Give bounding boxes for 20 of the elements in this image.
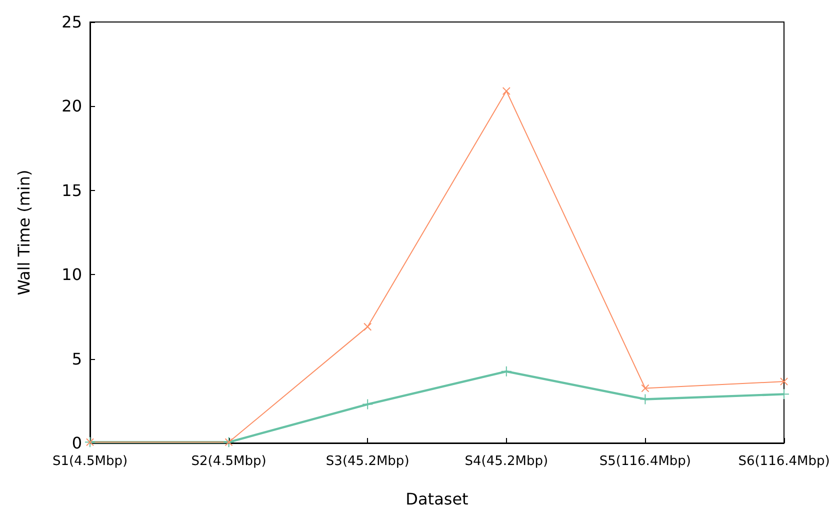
x-tick-label: S1(4.5Mbp): [52, 454, 128, 469]
x-tick-label: S3(45.2Mbp): [326, 454, 410, 469]
y-tick-label: 15: [62, 180, 82, 200]
y-tick-label: 5: [72, 349, 82, 368]
y-tick-label: 10: [62, 265, 82, 284]
y-axis-title: Wall Time (min): [14, 170, 34, 296]
y-tick-label: 0: [72, 434, 82, 452]
point: [780, 378, 788, 386]
point: [364, 322, 372, 331]
y-tick-label: 20: [62, 96, 82, 116]
y-tick-label: 25: [62, 12, 82, 32]
x-tick-label: S2(4.5Mbp): [191, 454, 266, 469]
x-tick-label: S4(45.2Mbp): [464, 454, 548, 469]
point: [502, 87, 510, 95]
point: [362, 399, 373, 410]
x-tick-label: S6(116.4Mbp): [738, 454, 830, 469]
x-axis-title: Dataset: [406, 490, 468, 508]
point: [501, 366, 512, 376]
point: [641, 384, 650, 392]
x-tick-label: S5(116.4Mbp): [599, 454, 692, 469]
